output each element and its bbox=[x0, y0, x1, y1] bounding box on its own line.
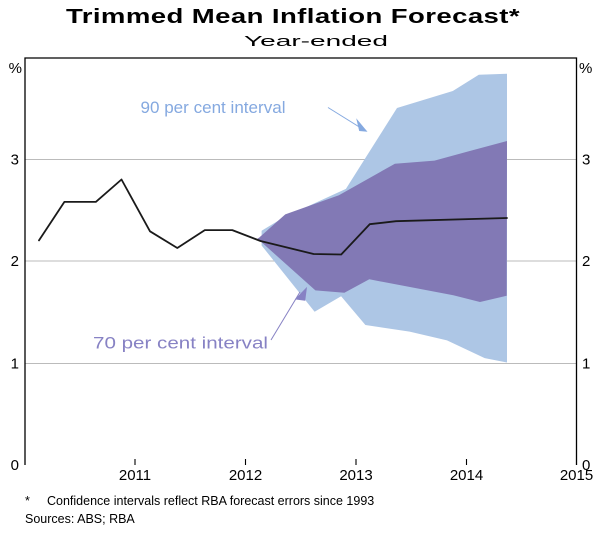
svg-text:3: 3 bbox=[11, 152, 19, 169]
svg-text:0: 0 bbox=[11, 457, 19, 474]
svg-text:70 per cent interval: 70 per cent interval bbox=[93, 334, 268, 352]
svg-text:2: 2 bbox=[11, 253, 19, 270]
svg-text:1: 1 bbox=[11, 356, 19, 373]
svg-text:Confidence intervals reflect R: Confidence intervals reflect RBA forecas… bbox=[47, 494, 374, 508]
svg-text:2015: 2015 bbox=[560, 467, 593, 484]
svg-text:1: 1 bbox=[582, 356, 590, 373]
svg-text:Trimmed Mean Inflation Forecas: Trimmed Mean Inflation Forecast* bbox=[66, 6, 520, 28]
svg-text:2013: 2013 bbox=[339, 467, 372, 484]
svg-text:Sources: ABS; RBA: Sources: ABS; RBA bbox=[25, 512, 135, 526]
svg-text:2: 2 bbox=[582, 253, 590, 270]
svg-text:%: % bbox=[579, 60, 592, 77]
svg-text:*: * bbox=[25, 494, 30, 508]
svg-text:2011: 2011 bbox=[119, 467, 151, 484]
svg-text:Year-ended: Year-ended bbox=[244, 33, 388, 50]
svg-text:90 per cent interval: 90 per cent interval bbox=[141, 99, 286, 117]
svg-text:2014: 2014 bbox=[450, 467, 483, 484]
svg-text:3: 3 bbox=[582, 152, 590, 169]
svg-text:%: % bbox=[9, 60, 22, 77]
svg-text:2012: 2012 bbox=[229, 467, 262, 484]
